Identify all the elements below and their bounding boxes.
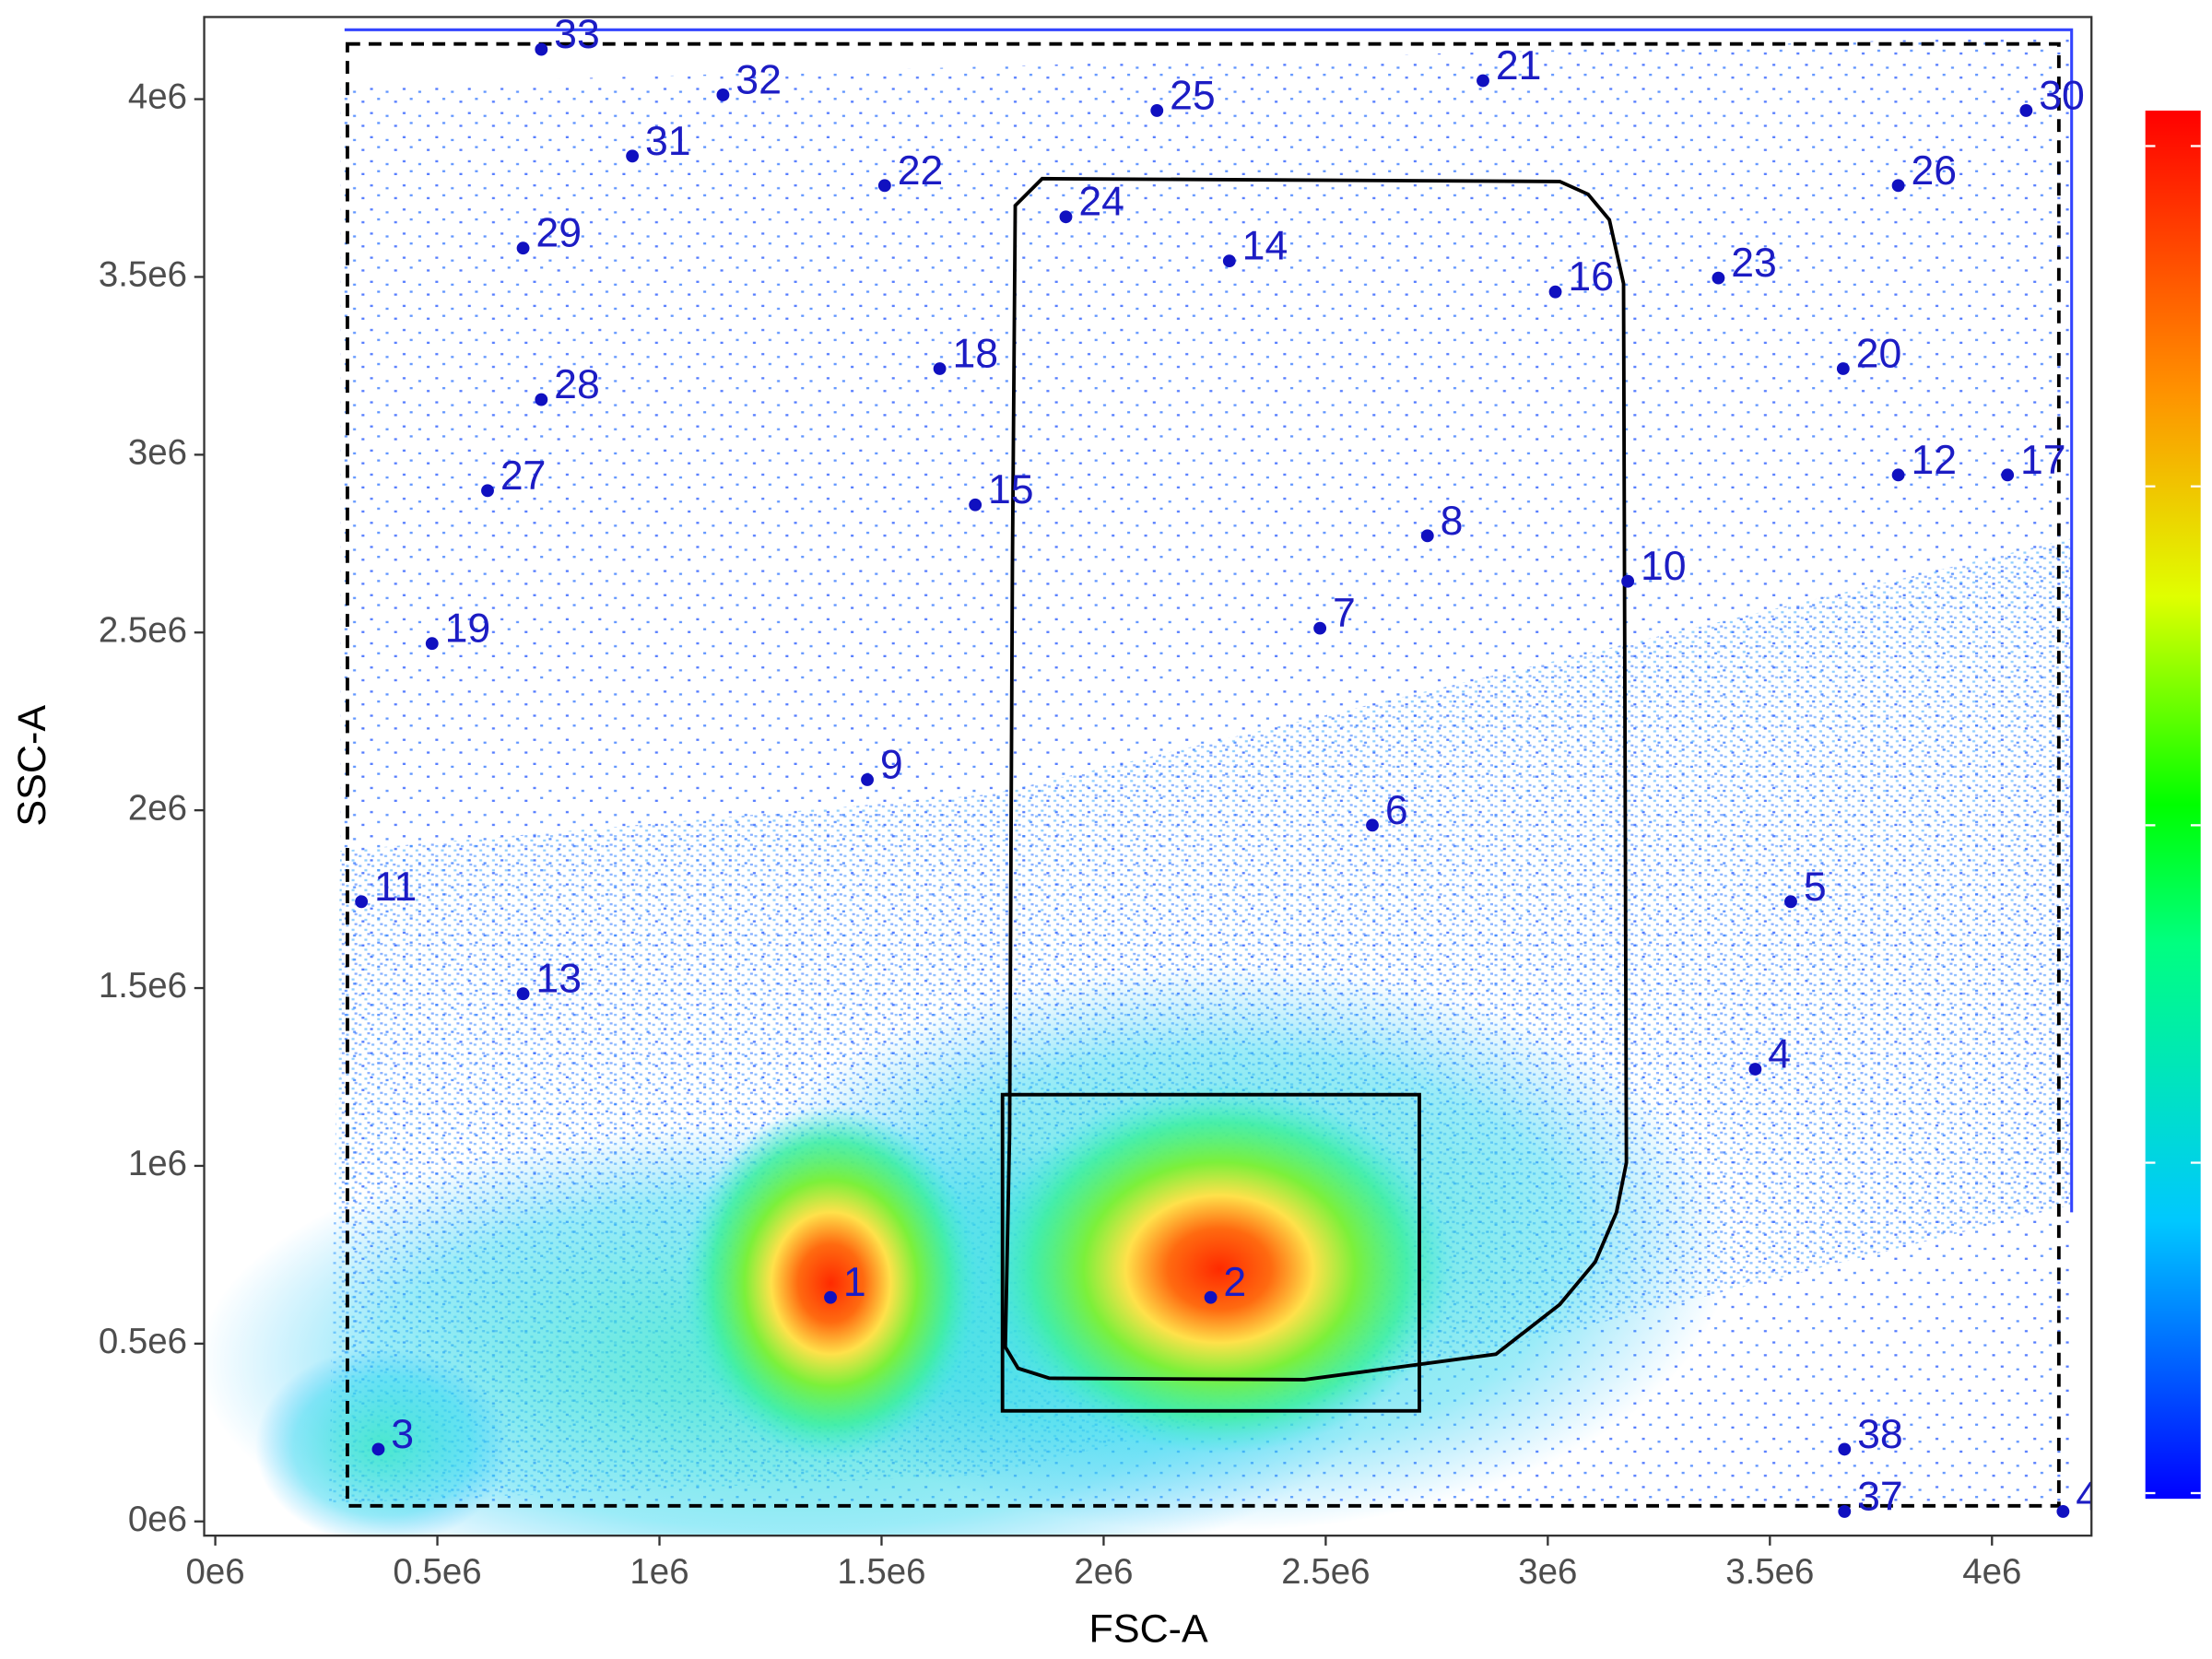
point-label: 1 <box>843 1260 866 1305</box>
point-label: 15 <box>988 467 1034 512</box>
point <box>1477 74 1489 88</box>
point-label: 22 <box>898 148 944 194</box>
point-label: 4 <box>2076 1474 2099 1519</box>
point <box>2019 104 2033 117</box>
y-tick-label: 4e6 <box>128 77 187 117</box>
point <box>969 498 982 512</box>
y-tick-label: 1e6 <box>128 1144 187 1183</box>
point-label: 28 <box>554 362 600 407</box>
y-tick-label: 0e6 <box>128 1500 187 1539</box>
x-tick-label: 1.5e6 <box>837 1552 925 1592</box>
point-label: 5 <box>1804 865 1827 910</box>
point <box>535 393 548 406</box>
point <box>933 362 947 375</box>
point-label: 26 <box>1911 148 1957 194</box>
point-label: 30 <box>2039 73 2085 118</box>
point-label: 12 <box>1911 438 1957 483</box>
point <box>1748 1063 1762 1076</box>
point <box>535 42 548 56</box>
point-label: 38 <box>1857 1412 1903 1457</box>
point <box>425 637 439 651</box>
x-tick-label: 4e6 <box>1962 1552 2021 1592</box>
point <box>1059 210 1073 224</box>
point <box>371 1442 385 1456</box>
point <box>481 484 494 498</box>
x-tick-label: 1e6 <box>629 1552 688 1592</box>
x-tick-label: 3.5e6 <box>1725 1552 1814 1592</box>
point-label: 3 <box>391 1412 414 1457</box>
point-label: 37 <box>1857 1474 1903 1519</box>
x-tick-label: 2.5e6 <box>1281 1552 1370 1592</box>
point <box>1548 285 1562 299</box>
point-label: 13 <box>535 957 582 1002</box>
point <box>1222 254 1236 268</box>
colorbar-ticks <box>2145 145 2201 1495</box>
point <box>1836 362 1850 375</box>
point-label: 32 <box>735 57 782 102</box>
point-label: 19 <box>445 606 491 652</box>
point-label: 10 <box>1641 544 1687 589</box>
point <box>1838 1442 1852 1456</box>
point-label: 2 <box>1223 1260 1246 1305</box>
point-label: 33 <box>554 12 600 57</box>
point <box>877 179 891 193</box>
point <box>2001 468 2015 482</box>
x-tick-label: 2e6 <box>1074 1552 1133 1592</box>
point-label: 18 <box>952 331 998 376</box>
point-label: 6 <box>1385 788 1408 833</box>
point <box>626 149 640 163</box>
point-label: 23 <box>1731 241 1777 286</box>
y-tick-label: 3.5e6 <box>99 255 187 295</box>
point-label: 25 <box>1170 73 1216 118</box>
point-label: 20 <box>1856 331 1902 376</box>
point <box>2056 1504 2070 1518</box>
point-label: 11 <box>374 865 417 910</box>
points: 1 234567891011121314151617181920212223242… <box>355 12 2099 1519</box>
y-axis-title: SSC-A <box>10 705 54 827</box>
point <box>1150 104 1164 117</box>
point-label: 21 <box>1496 43 1542 88</box>
point-label: 4 <box>1768 1031 1791 1077</box>
point-label: 24 <box>1078 180 1124 225</box>
y-tick-label: 1.5e6 <box>99 966 187 1006</box>
point <box>516 987 530 1001</box>
x-tick-label: 3e6 <box>1518 1552 1577 1592</box>
point-label: 17 <box>2020 438 2066 483</box>
point <box>1204 1290 1218 1304</box>
x-axis-title: FSC-A <box>1089 1607 1208 1652</box>
point <box>1366 818 1379 832</box>
point-label: 8 <box>1441 499 1464 544</box>
point <box>716 88 730 101</box>
point <box>1891 179 1905 193</box>
x-tick-label: 0.5e6 <box>393 1552 481 1592</box>
point <box>1420 529 1434 543</box>
point-label: 9 <box>880 742 903 787</box>
point <box>1891 468 1905 482</box>
point <box>1838 1504 1852 1518</box>
point <box>1313 621 1327 635</box>
point <box>1784 895 1797 909</box>
density: 1 234567891011121314151617181920212223242… <box>204 12 2099 1536</box>
point <box>824 1290 837 1304</box>
x-tick-label: 0e6 <box>186 1552 245 1592</box>
point-label: 7 <box>1333 591 1356 636</box>
y-tick-label: 2e6 <box>128 788 187 828</box>
point-label: 16 <box>1568 254 1614 300</box>
point-label: 27 <box>500 453 547 499</box>
point <box>1621 574 1635 588</box>
point <box>861 773 874 786</box>
point <box>355 895 369 909</box>
point-label: 14 <box>1242 224 1288 269</box>
y-tick-label: 2.5e6 <box>99 610 187 650</box>
point-label: 29 <box>535 211 582 256</box>
colorbar <box>2145 111 2201 1500</box>
panel-border <box>203 16 2093 1537</box>
y-tick-label: 0.5e6 <box>99 1322 187 1361</box>
point-label: 31 <box>645 119 691 164</box>
y-tick-label: 3e6 <box>128 433 187 473</box>
point <box>516 241 530 255</box>
point <box>1712 271 1725 285</box>
